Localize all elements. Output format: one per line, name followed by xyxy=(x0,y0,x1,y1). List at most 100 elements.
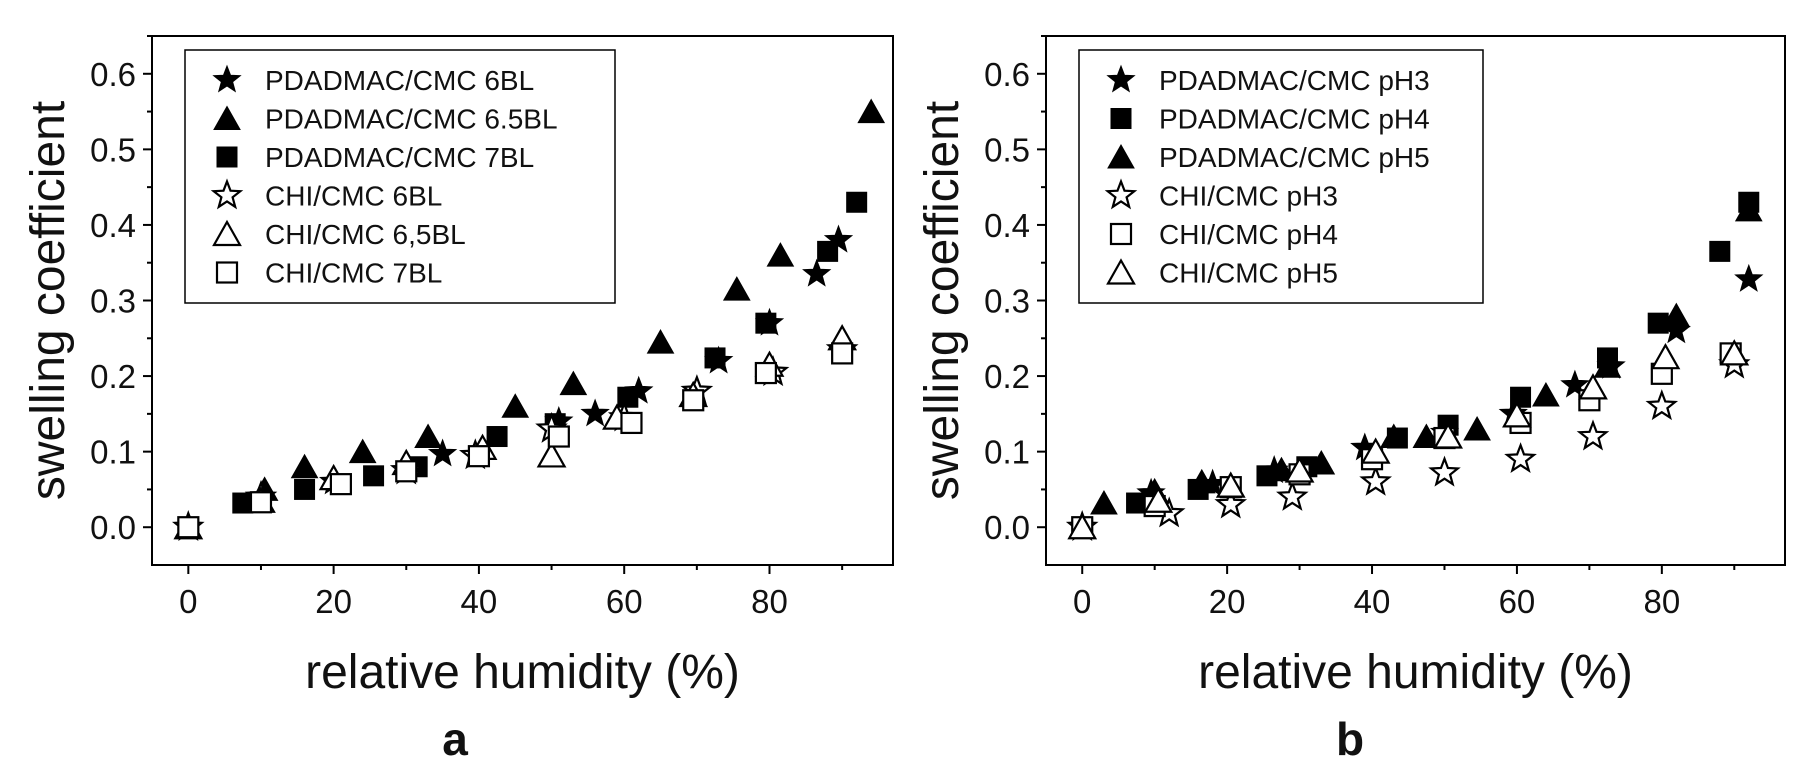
data-point xyxy=(249,491,273,514)
y-tick-label: 0.2 xyxy=(984,358,1030,395)
data-point xyxy=(1359,464,1393,496)
x-tick-label: 20 xyxy=(1209,583,1246,620)
data-point xyxy=(823,224,854,253)
data-point xyxy=(290,453,319,479)
legend-box xyxy=(1078,49,1484,304)
data-point xyxy=(1645,389,1679,421)
data-point xyxy=(802,258,832,287)
y-tick-label: 0.5 xyxy=(984,131,1030,168)
data-point xyxy=(1709,240,1731,262)
x-tick-label: 60 xyxy=(1499,583,1536,620)
data-point xyxy=(704,347,726,369)
data-point xyxy=(722,276,751,301)
y-axis-label: swelling coefficient xyxy=(22,101,75,500)
y-tick-label: 0.3 xyxy=(984,283,1030,320)
x-tick-label: 60 xyxy=(606,583,643,620)
legend-marker xyxy=(1106,64,1136,93)
data-point xyxy=(294,478,316,500)
data-point xyxy=(1560,369,1590,398)
data-point xyxy=(1502,401,1532,428)
y-tick-label: 0.0 xyxy=(90,509,136,546)
legend-entry: CHI/CMC 6,5BL xyxy=(265,219,466,250)
data-point xyxy=(846,191,868,213)
data-point xyxy=(646,329,675,354)
legend-marker xyxy=(212,64,242,93)
legend-entry: PDADMAC/CMC 6BL xyxy=(265,65,534,96)
data-point xyxy=(1593,353,1622,378)
legend: PDADMAC/CMC 6BL PDADMAC/CMC 6.5BL PDADMAC/… xyxy=(184,49,616,304)
data-point xyxy=(547,425,570,448)
data-point xyxy=(177,516,200,539)
data-point xyxy=(754,361,777,385)
data-point xyxy=(817,240,839,262)
legend-entry: CHI/CMC pH5 xyxy=(1159,258,1338,289)
data-point xyxy=(1734,196,1763,222)
data-point xyxy=(1187,468,1216,494)
x-axis-label: relative humidity (%) xyxy=(1198,646,1633,699)
data-point xyxy=(831,342,854,365)
legend-entry: CHI/CMC 7BL xyxy=(265,258,442,289)
x-tick-label: 80 xyxy=(1643,583,1680,620)
y-tick-label: 0.0 xyxy=(984,509,1030,546)
data-point xyxy=(1734,263,1764,292)
y-tick-label: 0.6 xyxy=(984,56,1030,93)
data-point xyxy=(1284,456,1315,483)
x-tick-label: 80 xyxy=(751,583,788,620)
data-point xyxy=(1267,456,1296,482)
legend-entry: CHI/CMC 6BL xyxy=(265,181,442,212)
legend-marker xyxy=(216,146,238,168)
legend: PDADMAC/CMC pH3 PDADMAC/CMC pH4 PDADMAC/CM… xyxy=(1078,49,1484,304)
data-point xyxy=(486,426,508,448)
data-point xyxy=(1276,479,1309,511)
series-5 xyxy=(173,324,858,540)
legend-entry: PDADMAC/CMC 7BL xyxy=(265,142,534,173)
data-point xyxy=(559,370,588,396)
data-point xyxy=(1215,471,1246,498)
data-point xyxy=(329,473,352,496)
data-point xyxy=(1510,386,1532,408)
x-axis-label: relative humidity (%) xyxy=(305,646,740,699)
data-point xyxy=(363,465,385,487)
y-tick-label: 0.2 xyxy=(90,358,136,395)
x-tick-label: 40 xyxy=(1354,583,1391,620)
series-6 xyxy=(1067,339,1750,540)
data-point xyxy=(414,423,442,449)
data-point xyxy=(617,386,639,408)
data-point xyxy=(1504,442,1537,474)
data-point xyxy=(1126,492,1148,514)
legend-marker xyxy=(1109,222,1133,246)
chart-panel-b: 0 20 40 60 80 0.0 0.1 0.2 0.3 0.4 0.5 0.6 relative h… xyxy=(916,35,1786,765)
data-point xyxy=(580,398,610,427)
legend-entry: PDADMAC/CMC pH4 xyxy=(1159,104,1430,135)
legend-entry: PDADMAC/CMC pH3 xyxy=(1159,65,1430,96)
data-point xyxy=(501,393,530,418)
legend-entry: PDADMAC/CMC pH5 xyxy=(1159,142,1430,173)
data-point xyxy=(467,445,491,468)
data-point xyxy=(1360,437,1391,464)
data-point xyxy=(755,312,777,334)
data-point xyxy=(1719,339,1750,366)
data-point xyxy=(766,242,795,267)
y-tick-label: 0.4 xyxy=(984,207,1030,244)
data-point xyxy=(1428,455,1461,487)
data-point xyxy=(1214,487,1248,519)
data-point xyxy=(682,389,705,412)
data-point xyxy=(1143,486,1174,513)
x-tick-label: 0 xyxy=(1073,583,1091,620)
legend-marker xyxy=(1104,178,1138,210)
x-tick-label: 20 xyxy=(315,583,352,620)
data-point xyxy=(1662,302,1691,328)
data-point xyxy=(1532,381,1560,407)
data-point xyxy=(857,98,886,124)
data-point xyxy=(1412,423,1441,449)
y-tick-label: 0.5 xyxy=(90,131,136,168)
data-point xyxy=(1463,415,1491,441)
data-point xyxy=(348,438,377,464)
legend-marker xyxy=(1106,258,1136,285)
legend-marker xyxy=(215,261,239,284)
data-point xyxy=(1433,422,1463,449)
legend-marker xyxy=(1110,108,1132,129)
y-tick-label: 0.1 xyxy=(90,434,136,471)
legend-entry: CHI/CMC pH4 xyxy=(1159,219,1338,250)
